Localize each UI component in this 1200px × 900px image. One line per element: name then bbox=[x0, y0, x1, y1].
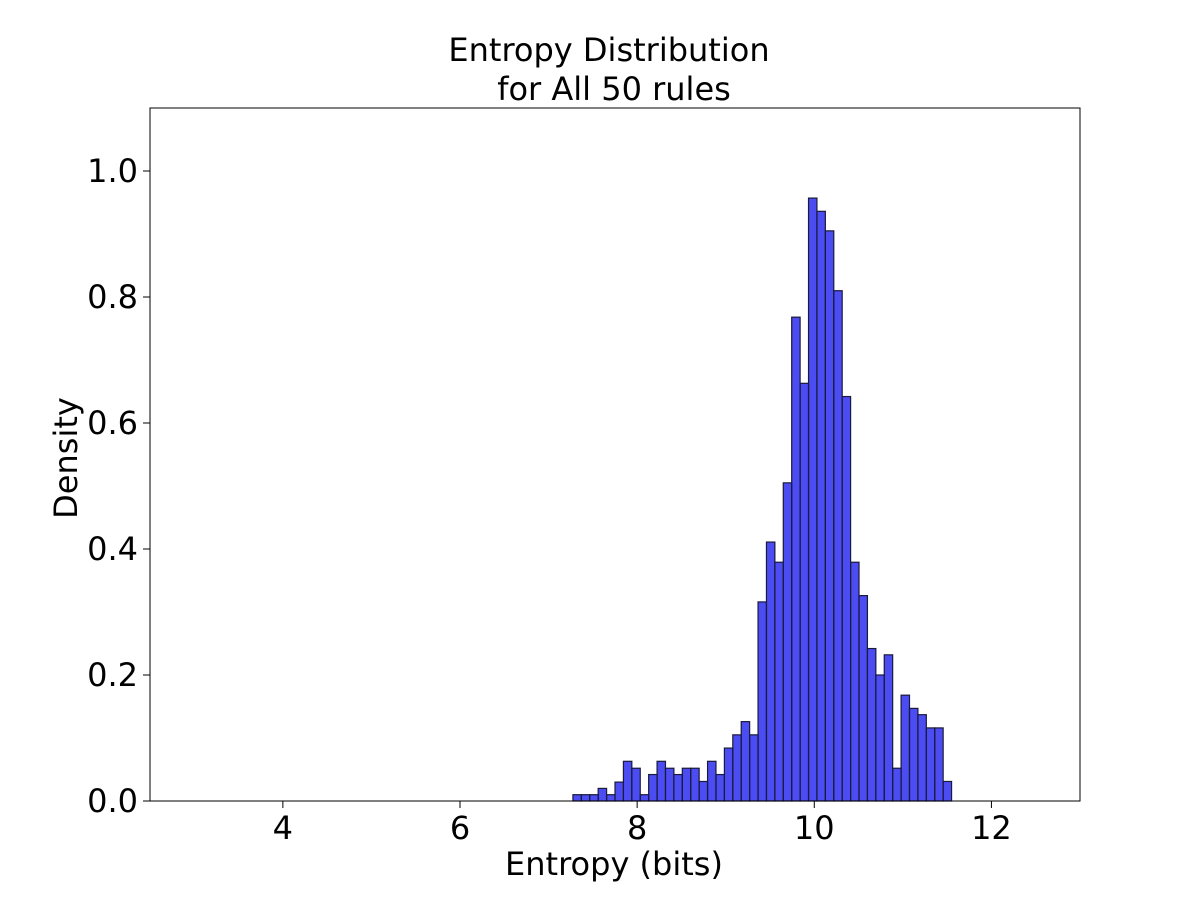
histogram-bar bbox=[605, 794, 616, 802]
x-axis-ticks: 4 6 8 10 12 bbox=[273, 801, 1012, 847]
x-axis-label: Entropy (bits) bbox=[505, 845, 723, 883]
y-tick-label: 0.4 bbox=[87, 530, 138, 568]
histogram-bar bbox=[597, 787, 608, 802]
x-tick-label: 12 bbox=[971, 809, 1012, 847]
histogram-bar bbox=[698, 780, 709, 802]
x-tick-label: 6 bbox=[450, 809, 470, 847]
y-tick-label: 1.0 bbox=[87, 152, 138, 190]
histogram-bar bbox=[782, 482, 793, 802]
histogram-bar bbox=[908, 707, 919, 802]
histogram-bar bbox=[664, 767, 675, 802]
histogram-bar bbox=[934, 727, 944, 802]
histogram-bar bbox=[824, 230, 835, 802]
histogram-bar bbox=[925, 727, 936, 802]
histogram-bars bbox=[572, 197, 953, 802]
histogram-bar bbox=[849, 561, 860, 802]
histogram-bar bbox=[892, 767, 902, 802]
histogram-bar bbox=[942, 780, 953, 802]
histogram-bar bbox=[841, 395, 852, 802]
histogram-bar bbox=[656, 760, 667, 802]
histogram-bar bbox=[917, 714, 927, 802]
y-tick-label: 0.2 bbox=[87, 656, 138, 694]
histogram-bar bbox=[648, 773, 658, 802]
y-axis-label: Density bbox=[47, 397, 85, 519]
chart-title: Entropy Distribution for All 50 rules bbox=[448, 31, 769, 108]
histogram-bar bbox=[875, 674, 885, 802]
histogram-bar bbox=[900, 694, 911, 802]
x-tick-label: 4 bbox=[273, 809, 293, 847]
y-tick-label: 0.6 bbox=[87, 404, 138, 442]
histogram-bar bbox=[732, 734, 742, 802]
chart-title-line-1: Entropy Distribution bbox=[448, 31, 769, 69]
histogram-bar bbox=[791, 316, 801, 802]
histogram-bar bbox=[757, 601, 768, 802]
histogram-bar bbox=[673, 773, 683, 802]
histogram-bar bbox=[614, 781, 625, 802]
histogram-bar bbox=[866, 647, 877, 802]
histogram-bar bbox=[816, 210, 826, 802]
histogram-bar bbox=[723, 747, 734, 802]
histogram-bar bbox=[883, 654, 894, 802]
histogram-bar bbox=[749, 734, 759, 802]
histogram-bar bbox=[807, 197, 818, 802]
histogram-bar bbox=[799, 382, 810, 802]
histogram-bar bbox=[622, 760, 633, 802]
histogram-bar bbox=[833, 290, 843, 802]
histogram-bar bbox=[765, 541, 776, 802]
histogram-bar bbox=[740, 721, 751, 802]
histogram-bar bbox=[580, 794, 591, 802]
plot-frame bbox=[149, 107, 1081, 802]
y-tick-label: 0.0 bbox=[87, 782, 138, 820]
histogram-bar bbox=[774, 561, 784, 802]
y-tick-label: 0.8 bbox=[87, 278, 138, 316]
histogram-bar bbox=[631, 767, 641, 802]
histogram-bar bbox=[715, 773, 725, 802]
x-tick-label: 10 bbox=[794, 809, 835, 847]
histogram-bar bbox=[858, 595, 869, 802]
histogram-bar bbox=[681, 767, 692, 802]
histogram-bar bbox=[639, 794, 650, 802]
histogram-bar bbox=[589, 794, 599, 802]
histogram-bar bbox=[706, 760, 717, 802]
histogram-bar bbox=[690, 767, 700, 802]
y-axis-ticks: 0.0 0.2 0.4 0.6 0.8 1.0 bbox=[87, 152, 150, 820]
histogram-bar bbox=[572, 794, 582, 802]
x-tick-label: 8 bbox=[627, 809, 647, 847]
chart-title-line-2: for All 50 rules bbox=[497, 70, 731, 108]
